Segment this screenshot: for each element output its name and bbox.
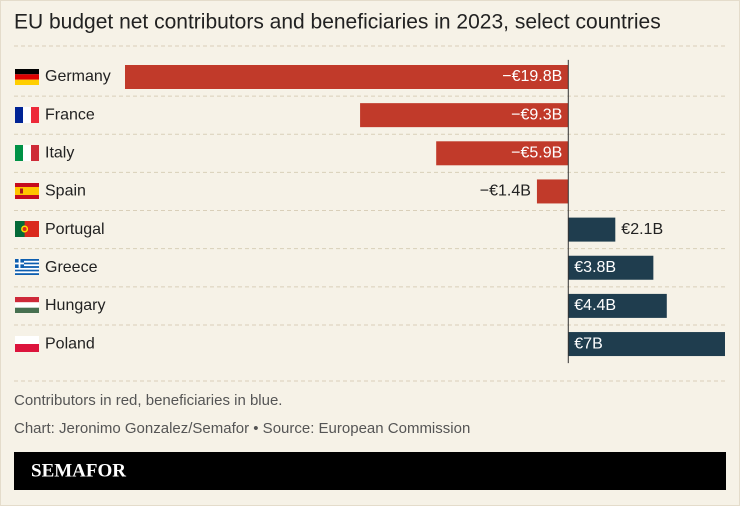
bar: [360, 103, 569, 128]
category-label: France: [45, 106, 95, 123]
category-label: Italy: [45, 145, 74, 162]
bar: [568, 293, 667, 318]
value-label: €3.8B: [574, 259, 616, 276]
value-label: €7B: [574, 335, 602, 352]
value-label: −€9.3B: [511, 106, 562, 123]
footer-bar: [14, 452, 726, 490]
category-label: Portugal: [45, 221, 105, 238]
bar: [125, 65, 569, 89]
category-label: Poland: [45, 335, 95, 352]
bar: [568, 217, 616, 242]
category-label: Spain: [45, 183, 86, 200]
bar: [536, 179, 569, 204]
bar: [436, 141, 569, 166]
note: Contributors in red, beneficiaries in bl…: [14, 392, 282, 409]
value-label: €2.1B: [621, 221, 663, 238]
category-label: Hungary: [45, 297, 105, 314]
value-label: −€19.8B: [502, 68, 562, 85]
brand: SEMAFOR: [31, 460, 126, 481]
source: Chart: Jeronimo Gonzalez/Semafor • Sourc…: [14, 420, 470, 437]
category-label: Greece: [45, 259, 98, 276]
bar: [568, 332, 725, 357]
flags: [15, 69, 39, 352]
bar: [568, 255, 654, 280]
value-label: −€1.4B: [480, 183, 531, 200]
value-label: −€5.9B: [511, 145, 562, 162]
value-label: €4.4B: [574, 297, 616, 314]
chart-title: EU budget net contributors and beneficia…: [14, 11, 661, 34]
category-label: Germany: [45, 68, 111, 85]
